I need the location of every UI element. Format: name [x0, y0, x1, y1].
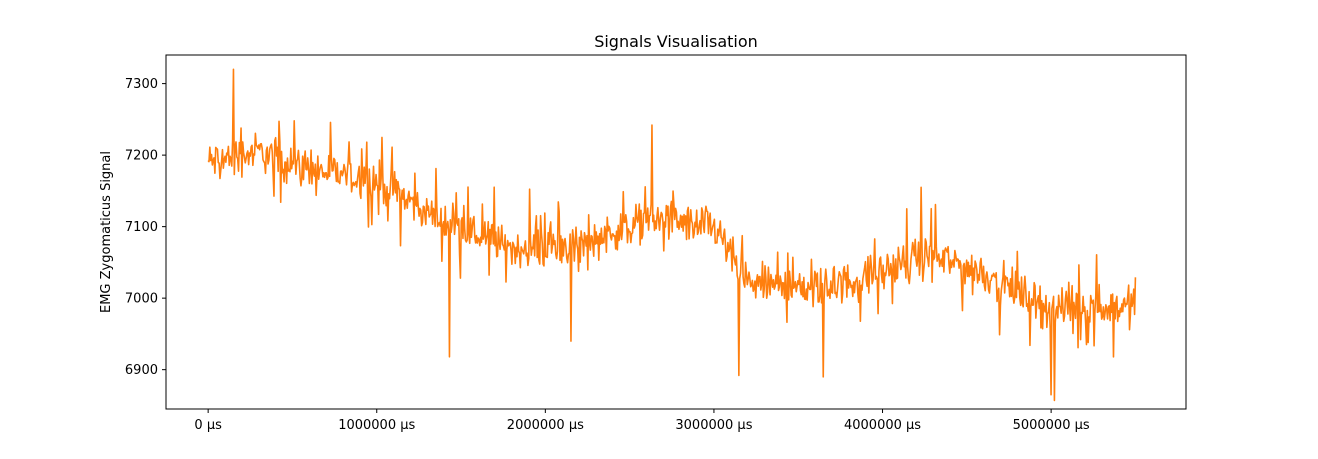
- x-tick-label: 3000000 μs: [675, 418, 752, 433]
- y-tick-label: 7300: [125, 77, 158, 92]
- x-axis: 0 μs 1000000 μs 2000000 μs 3000000 μs 400000…: [194, 409, 1090, 433]
- y-tick-label: 6900: [125, 363, 158, 378]
- y-axis: 6900 7000 7100 7200 7300: [125, 77, 166, 378]
- series-line: [207, 68, 1137, 402]
- plot-area: [207, 68, 1137, 402]
- y-tick-label: 7100: [125, 220, 158, 235]
- x-tick-label: 4000000 μs: [844, 418, 921, 433]
- plot-frame: [165, 54, 1187, 410]
- x-tick-label: 5000000 μs: [1013, 418, 1090, 433]
- y-tick-label: 7000: [125, 292, 158, 307]
- x-tick-label: 1000000 μs: [338, 418, 415, 433]
- chart-title: Signals Visualisation: [594, 32, 758, 51]
- y-tick-label: 7200: [125, 149, 158, 164]
- x-tick-label: 2000000 μs: [507, 418, 584, 433]
- y-axis-title: EMG Zygomaticus Signal: [99, 151, 114, 313]
- x-tick-label: 0 μs: [194, 418, 222, 433]
